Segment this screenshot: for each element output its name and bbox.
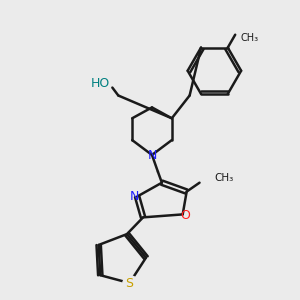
Text: O: O [181,209,190,222]
Text: CH₃: CH₃ [240,33,258,43]
Text: N: N [147,149,157,162]
Text: S: S [125,277,134,290]
Text: HO: HO [91,77,110,90]
Text: N: N [130,190,139,203]
Text: CH₃: CH₃ [214,173,234,183]
